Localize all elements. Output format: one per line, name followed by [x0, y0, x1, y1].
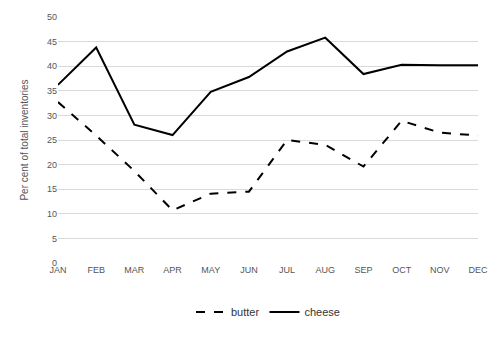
svg-text:JUL: JUL	[279, 265, 295, 275]
svg-text:30: 30	[47, 111, 57, 121]
svg-text:AUG: AUG	[316, 265, 336, 275]
svg-text:40: 40	[47, 61, 57, 71]
svg-text:JUN: JUN	[240, 265, 258, 275]
svg-text:45: 45	[47, 37, 57, 47]
svg-text:15: 15	[47, 184, 57, 194]
svg-text:MAY: MAY	[201, 265, 220, 275]
svg-text:APR: APR	[163, 265, 182, 275]
svg-text:JAN: JAN	[49, 265, 66, 275]
svg-text:25: 25	[47, 135, 57, 145]
svg-text:FEB: FEB	[87, 265, 105, 275]
svg-text:Per cent of total inventories: Per cent of total inventories	[19, 79, 30, 200]
svg-text:OCT: OCT	[392, 265, 412, 275]
svg-text:cheese: cheese	[304, 306, 339, 318]
svg-text:NOV: NOV	[430, 265, 450, 275]
svg-text:butter: butter	[231, 306, 259, 318]
svg-text:10: 10	[47, 209, 57, 219]
svg-text:35: 35	[47, 86, 57, 96]
svg-text:20: 20	[47, 160, 57, 170]
svg-text:5: 5	[52, 234, 57, 244]
svg-text:50: 50	[47, 12, 57, 22]
svg-text:MAR: MAR	[124, 265, 145, 275]
svg-text:DEC: DEC	[468, 265, 488, 275]
svg-text:0: 0	[52, 258, 57, 268]
svg-text:SEP: SEP	[354, 265, 372, 275]
